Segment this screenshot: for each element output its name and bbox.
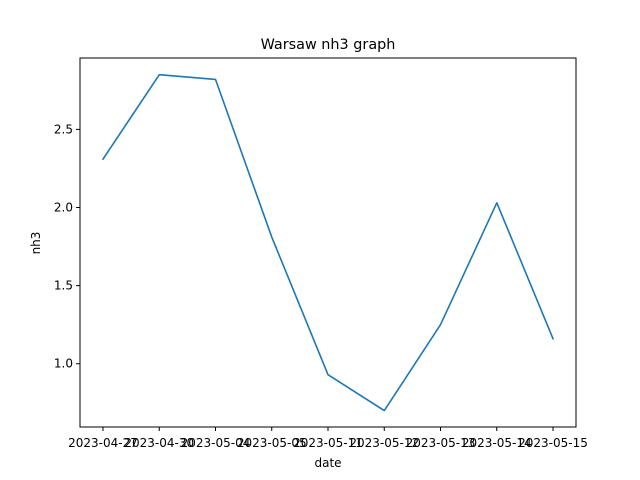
x-tick-label: 2023-04-30 <box>124 436 194 450</box>
x-tick-label: 2023-05-11 <box>293 436 363 450</box>
x-tick-label: 2023-05-14 <box>462 436 532 450</box>
y-tick-label: 1.0 <box>54 357 73 371</box>
x-tick-label: 2023-05-04 <box>181 436 251 450</box>
x-tick-label: 2023-05-12 <box>349 436 419 450</box>
plot-frame <box>79 57 577 428</box>
chart-title: Warsaw nh3 graph <box>261 37 396 53</box>
y-tick-label: 1.5 <box>54 279 73 293</box>
y-axis-label: nh3 <box>29 232 43 255</box>
x-tick-label: 2023-05-05 <box>237 436 307 450</box>
x-tick-label: 2023-05-15 <box>518 436 588 450</box>
x-axis-label: date <box>314 456 341 470</box>
x-tick-label: 2023-04-27 <box>68 436 138 450</box>
y-tick-label: 2.0 <box>54 201 73 215</box>
y-tick-label: 2.5 <box>54 122 73 136</box>
x-tick-label: 2023-05-13 <box>406 436 476 450</box>
